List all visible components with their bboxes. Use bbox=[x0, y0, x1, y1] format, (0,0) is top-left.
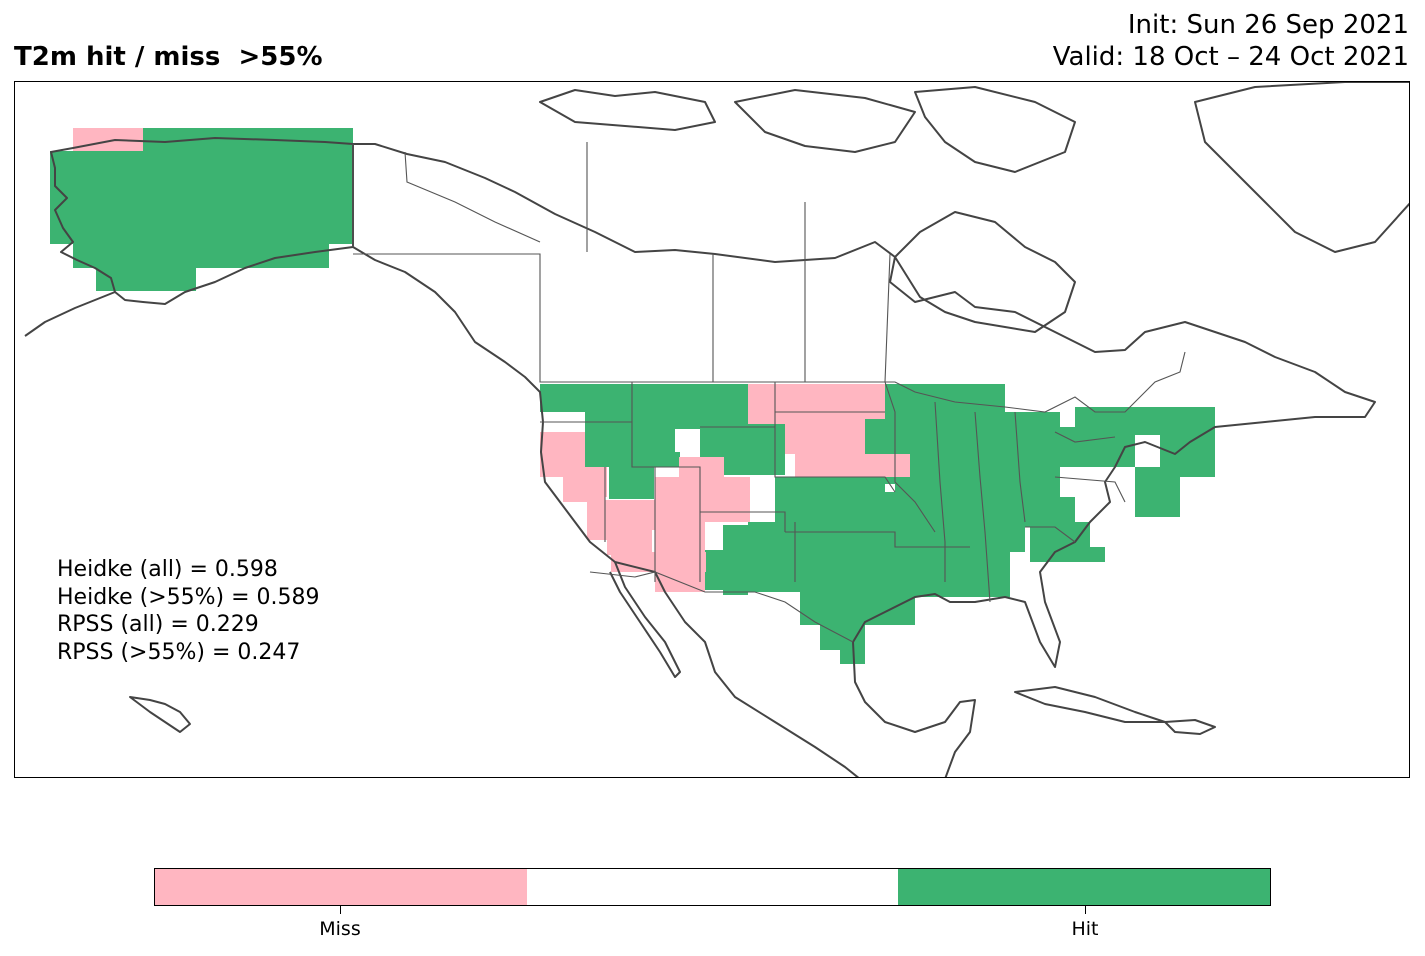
map-canvas bbox=[24, 82, 1409, 777]
hit-cell bbox=[609, 467, 654, 499]
coastline-alaska bbox=[50, 137, 354, 305]
miss-cell bbox=[655, 477, 750, 522]
miss-cell bbox=[785, 384, 885, 419]
hit-cell bbox=[1135, 467, 1180, 517]
heidke-55: Heidke (>55%) = 0.589 bbox=[57, 584, 320, 610]
hit-cell bbox=[1055, 547, 1105, 562]
coastlines bbox=[24, 82, 1409, 777]
hit-cell bbox=[50, 219, 353, 244]
hit-cell bbox=[1005, 412, 1060, 507]
miss-cell bbox=[607, 530, 652, 555]
miss-cell bbox=[795, 454, 910, 477]
miss-cell bbox=[585, 467, 607, 497]
coastline-arctic-3 bbox=[914, 86, 1076, 173]
colorbar bbox=[154, 868, 1271, 906]
miss-cells bbox=[73, 128, 910, 592]
miss-cell bbox=[679, 457, 724, 477]
hit-cell bbox=[50, 200, 70, 222]
hit-cell bbox=[800, 570, 915, 625]
map-frame bbox=[14, 81, 1410, 778]
coastline-hawaii bbox=[129, 696, 191, 733]
coastline-baja bbox=[609, 561, 681, 678]
map-title: T2m hit / miss >55% bbox=[14, 42, 323, 72]
miss-cell bbox=[607, 500, 657, 530]
coastline-hudson-bay bbox=[894, 211, 1076, 333]
coastline-cuba bbox=[1014, 686, 1166, 723]
miss-cell bbox=[785, 419, 865, 454]
coastline-arctic-2 bbox=[734, 89, 916, 153]
coastline-mainland bbox=[353, 143, 1376, 777]
hit-cell bbox=[723, 525, 748, 595]
hit-cell bbox=[96, 268, 196, 291]
miss-cell bbox=[587, 500, 607, 540]
coastline-arctic-1 bbox=[539, 89, 716, 131]
rpss-all: RPSS (all) = 0.229 bbox=[57, 612, 259, 637]
valid-range: Valid: 18 Oct – 24 Oct 2021 bbox=[1052, 42, 1409, 72]
miss-cell bbox=[540, 432, 585, 477]
coastline-greenland bbox=[1194, 82, 1409, 253]
colorbar-label-miss: Miss bbox=[319, 918, 361, 940]
hit-cell bbox=[840, 650, 865, 664]
miss-cell bbox=[611, 552, 706, 572]
colorbar-tick-miss bbox=[340, 906, 341, 914]
border-us-states bbox=[540, 381, 1126, 603]
border-us-canada bbox=[353, 253, 1186, 413]
hit-cell bbox=[975, 562, 1010, 587]
hit-cell bbox=[50, 151, 353, 219]
hit-cell bbox=[1160, 407, 1215, 477]
skill-scores: Heidke (all) = 0.598 Heidke (>55%) = 0.5… bbox=[57, 556, 320, 666]
miss-cell bbox=[748, 384, 788, 424]
colorbar-neutral bbox=[526, 869, 899, 905]
init-date: Init: Sun 26 Sep 2021 bbox=[1127, 10, 1409, 40]
border-canada-provinces bbox=[404, 142, 891, 383]
colorbar-miss bbox=[155, 869, 527, 905]
colorbar-hit bbox=[898, 869, 1271, 905]
colorbar-tick-hit bbox=[1085, 906, 1086, 914]
coastline-hispaniola bbox=[1164, 719, 1216, 735]
coastline-west bbox=[352, 246, 860, 777]
miss-cell bbox=[73, 128, 143, 151]
hit-cell bbox=[705, 550, 725, 590]
colorbar-label-hit: Hit bbox=[1071, 918, 1099, 940]
heidke-all: Heidke (all) = 0.598 bbox=[57, 557, 278, 582]
border-us-mexico bbox=[589, 571, 854, 643]
hit-cells bbox=[50, 128, 1215, 664]
borders bbox=[352, 142, 1186, 643]
hit-cell bbox=[1025, 497, 1075, 522]
rpss-55: RPSS (>55%) = 0.247 bbox=[57, 639, 301, 665]
coastline-aleutians bbox=[24, 291, 116, 337]
